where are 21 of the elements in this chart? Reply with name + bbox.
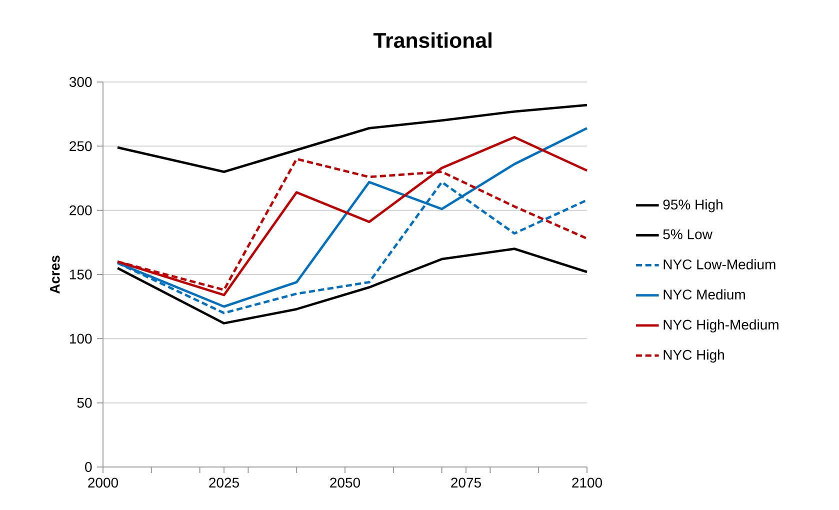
legend-label: 95% High <box>663 199 722 212</box>
line-series <box>116 248 588 324</box>
legend-label: NYC High-Medium <box>664 319 778 332</box>
x-tick-label: 2100 <box>572 478 602 488</box>
legend-label: 5% Low <box>663 229 712 240</box>
y-axis-title: Acres <box>50 256 60 294</box>
y-tick-label: 0 <box>85 462 92 472</box>
legend-label: NYC High <box>664 350 724 363</box>
x-tick-label: 2075 <box>451 478 481 488</box>
y-tick-label: 300 <box>69 77 92 87</box>
x-tick-label: 2025 <box>209 478 239 488</box>
y-tick-label: 50 <box>77 398 92 408</box>
x-tick-label: 2050 <box>330 478 360 488</box>
chart-title: Transitional <box>373 32 492 48</box>
y-tick-label: 250 <box>70 141 92 152</box>
legend-label: NYC Medium <box>664 289 745 300</box>
y-tick-label: 150 <box>70 270 92 280</box>
y-tick-label: 200 <box>70 205 92 216</box>
x-tick-label: 2000 <box>88 478 118 488</box>
legend-label: NYC Low-Medium <box>664 259 776 270</box>
y-tick-label: 100 <box>70 334 92 344</box>
